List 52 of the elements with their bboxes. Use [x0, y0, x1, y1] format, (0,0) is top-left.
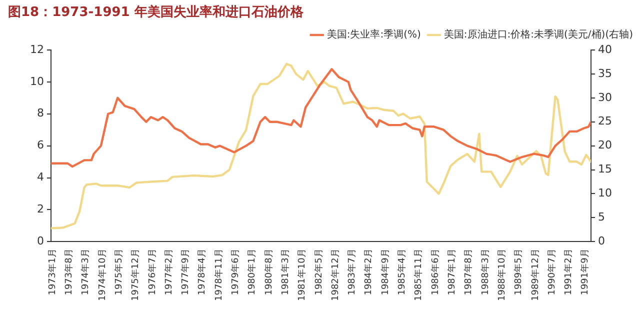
x-tick-label: 1985年4月 — [396, 248, 408, 296]
x-tick-label: 1989年12月 — [530, 248, 541, 302]
y2-tick-label: 0 — [598, 234, 605, 248]
x-tick-label: 1977年2月 — [163, 248, 174, 296]
x-tick-label: 1973年1月 — [46, 248, 58, 296]
y-tick-label: 10 — [30, 74, 44, 88]
y2-tick-label: 20 — [598, 138, 612, 152]
y2-tick-label: 25 — [598, 114, 612, 128]
y-tick-label: 6 — [37, 138, 44, 152]
y-tick-label: 12 — [30, 42, 44, 56]
x-tick-label: 1975年12月 — [130, 248, 142, 302]
x-tick-label: 1991年9月 — [580, 248, 591, 296]
y-tick-label: 2 — [37, 202, 44, 216]
y-tick-label: 0 — [37, 234, 44, 248]
x-tick-label: 1988年3月 — [480, 248, 491, 296]
x-tick-label: 1975年5月 — [113, 248, 124, 296]
legend-label: 美国:原油进口:价格:未季调(美元/桶)(右轴) — [444, 28, 634, 41]
x-tick-label: 1990年7月 — [546, 248, 558, 296]
x-tick-label: 1991年2月 — [563, 248, 574, 296]
y2-tick-label: 35 — [598, 66, 612, 80]
x-tick-label: 1974年3月 — [80, 248, 92, 296]
y-tick-label: 8 — [37, 106, 44, 120]
y2-tick-label: 10 — [598, 186, 612, 200]
x-tick-label: 1986年6月 — [430, 248, 441, 296]
y2-tick-label: 30 — [598, 90, 612, 104]
x-tick-label: 1985年11月 — [413, 248, 424, 302]
x-tick-label: 1988年10月 — [496, 248, 508, 302]
x-tick-label: 1987年8月 — [463, 248, 474, 296]
x-tick-label: 1982年12月 — [330, 248, 341, 302]
x-tick-label: 1973年8月 — [63, 248, 74, 296]
x-tick-label: 1981年3月 — [280, 248, 291, 296]
x-tick-label: 1974年10月 — [96, 248, 108, 302]
chart-title: 图18：1973-1991 年美国失业率和进口石油价格 — [8, 4, 304, 21]
x-tick-label: 1987年1月 — [446, 248, 458, 296]
y2-tick-label: 40 — [598, 42, 612, 56]
x-tick-label: 1984年9月 — [380, 248, 391, 296]
x-tick-label: 1983年7月 — [346, 248, 358, 296]
x-tick-label: 1978年4月 — [196, 248, 208, 296]
x-tick-label: 1977年9月 — [180, 248, 192, 296]
x-tick-label: 1981年10月 — [296, 248, 308, 302]
y2-tick-label: 5 — [598, 210, 605, 224]
legend-label: 美国:失业率:季调(%) — [326, 28, 422, 41]
x-tick-label: 1984年2月 — [363, 248, 374, 296]
y2-tick-label: 15 — [598, 162, 612, 176]
x-tick-label: 1982年5月 — [313, 248, 324, 296]
x-tick-label: 1976年7月 — [146, 248, 158, 296]
x-tick-label: 1979年6月 — [230, 248, 242, 296]
x-tick-label: 1989年5月 — [513, 248, 524, 296]
x-tick-label: 1978年11月 — [213, 248, 224, 302]
y-tick-label: 4 — [37, 170, 44, 184]
x-tick-label: 1980年8月 — [263, 248, 274, 296]
x-tick-label: 1980年1月 — [246, 248, 258, 296]
